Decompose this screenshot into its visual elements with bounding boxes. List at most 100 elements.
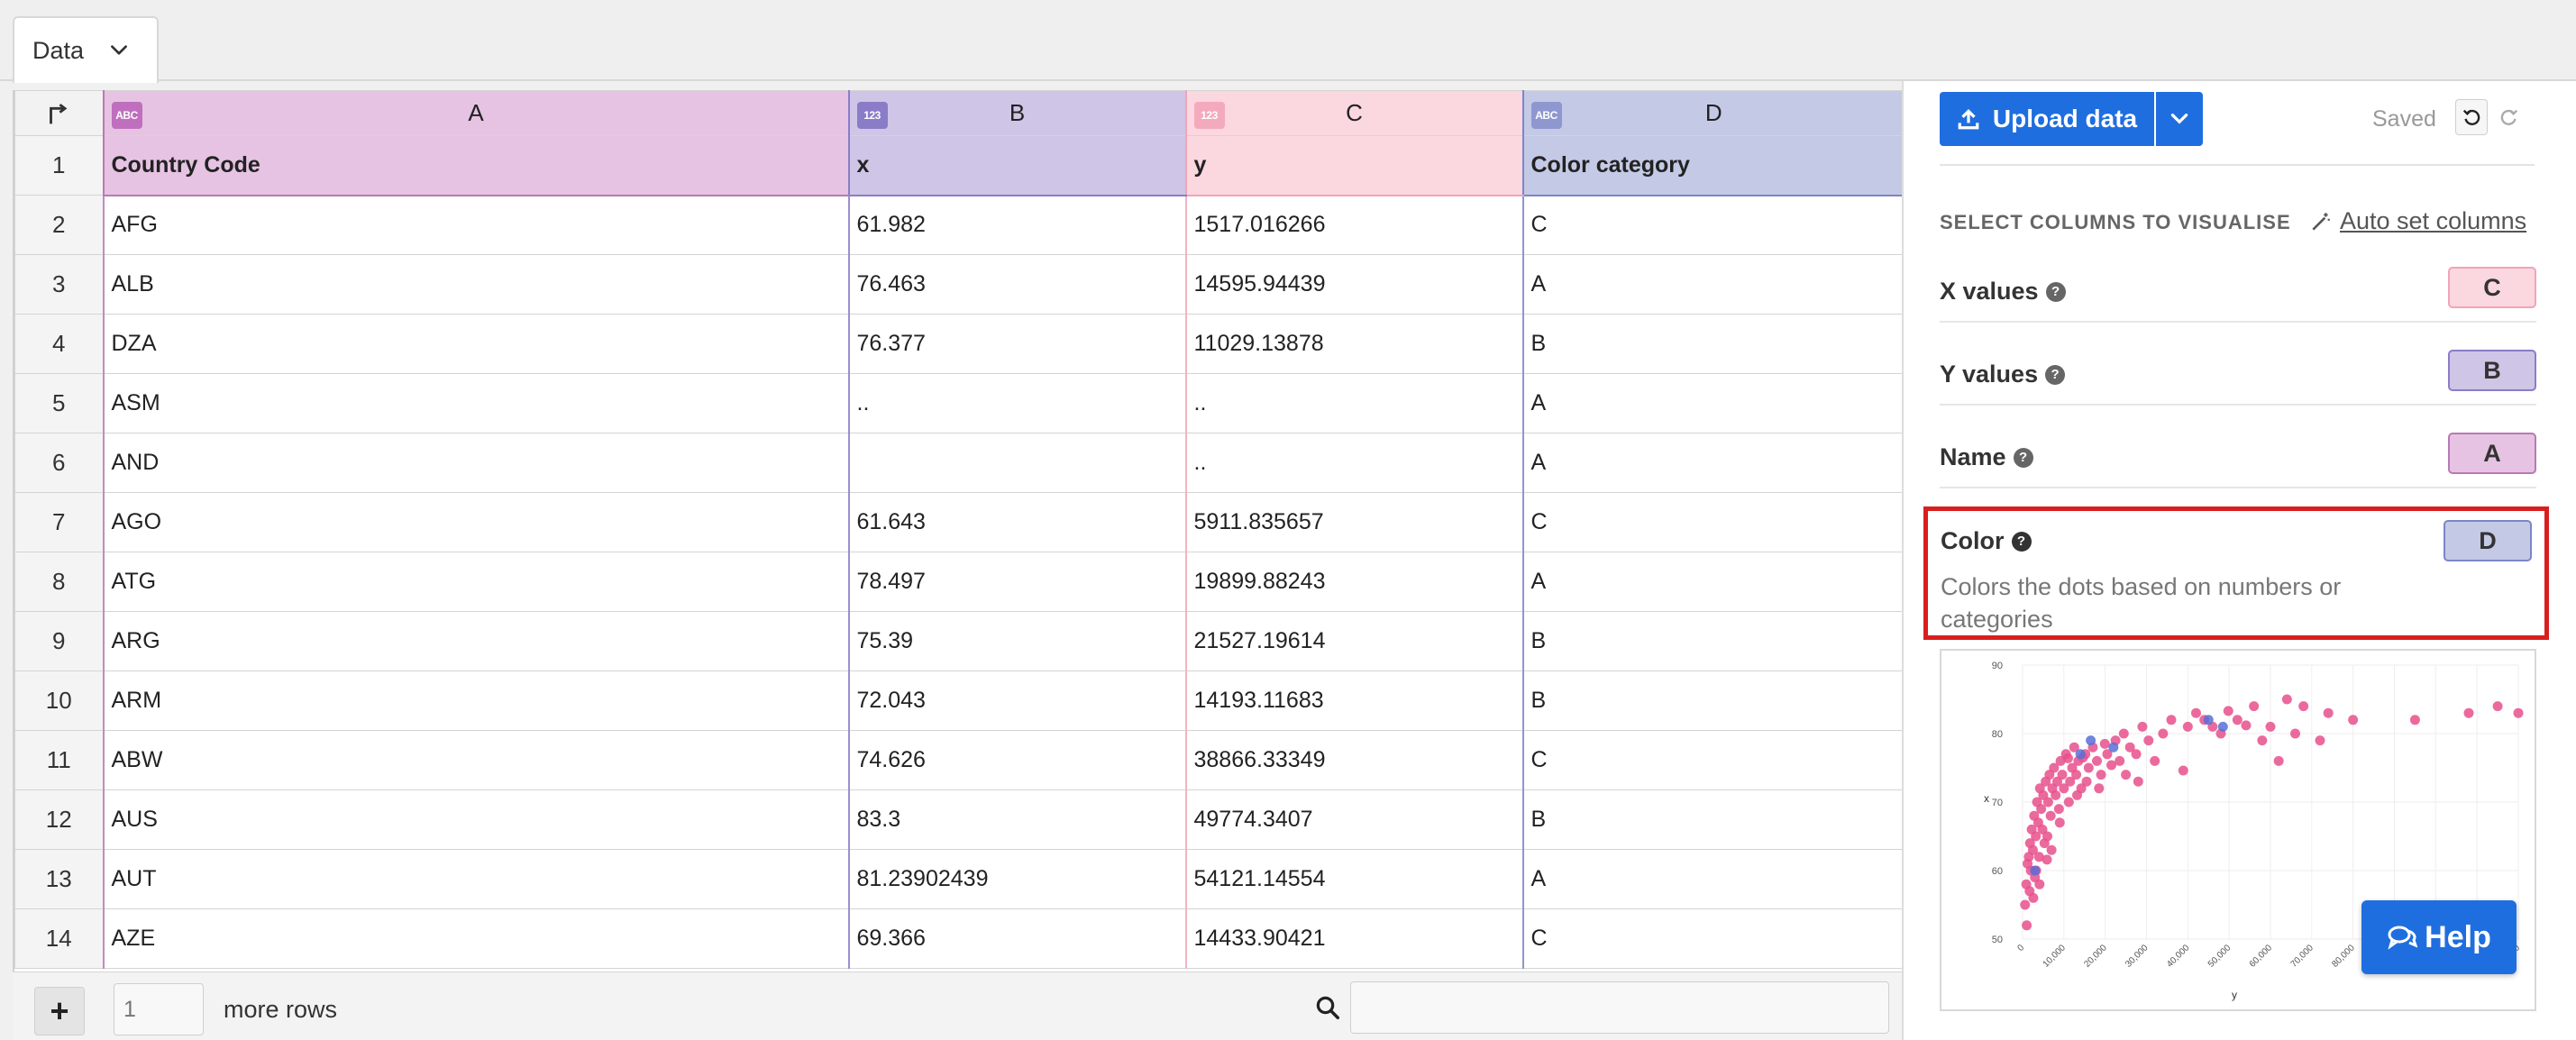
help-icon[interactable]: ? <box>2011 531 2032 552</box>
cell-c[interactable]: 14193.11683 <box>1184 671 1523 731</box>
column-letter-row: ABC A 123 B 123 C ABC D <box>14 90 1902 136</box>
data-point <box>2298 701 2309 712</box>
data-point <box>2150 755 2160 766</box>
auto-set-columns-link[interactable]: Auto set columns <box>2309 207 2526 235</box>
cell-d[interactable]: A <box>1521 849 1902 909</box>
cell-b[interactable]: 76.377 <box>847 314 1186 374</box>
header-cell-b[interactable]: x <box>847 135 1186 196</box>
cell-b[interactable]: 78.497 <box>847 552 1186 612</box>
cell-c[interactable]: 54121.14554 <box>1184 849 1523 909</box>
magic-wand-icon <box>2312 212 2330 231</box>
color-column-select[interactable]: D <box>2444 520 2532 561</box>
rows-count-input[interactable] <box>114 983 204 1035</box>
cell-d[interactable]: A <box>1521 373 1902 433</box>
cell-b[interactable]: 75.39 <box>847 611 1186 671</box>
cell-a[interactable]: AUS <box>102 789 849 850</box>
row-number: 2 <box>14 195 104 255</box>
cell-a[interactable]: AGO <box>102 492 849 552</box>
cell-a[interactable]: ARM <box>102 671 849 731</box>
cell-d[interactable]: B <box>1521 671 1902 731</box>
upload-data-button[interactable]: Upload data <box>1940 92 2154 146</box>
data-point <box>2022 920 2032 931</box>
cell-c[interactable]: 1517.016266 <box>1184 195 1523 255</box>
cell-c[interactable]: 5911.835657 <box>1184 492 1523 552</box>
row-number: 4 <box>14 314 104 374</box>
data-point <box>2045 810 2056 821</box>
help-icon[interactable]: ? <box>2013 447 2033 468</box>
cell-b[interactable] <box>847 433 1186 493</box>
grid-footer: + more rows <box>13 972 1902 1040</box>
cell-c[interactable]: 11029.13878 <box>1184 314 1523 374</box>
cell-b[interactable]: 83.3 <box>847 789 1186 850</box>
cell-a[interactable]: AUT <box>102 849 849 909</box>
cell-a[interactable]: AZE <box>102 908 849 969</box>
cell-b[interactable]: 74.626 <box>847 730 1186 790</box>
column-letter-c[interactable]: 123 C <box>1184 90 1523 136</box>
cell-a[interactable]: ALB <box>102 254 849 315</box>
cell-b[interactable]: 81.23902439 <box>847 849 1186 909</box>
cell-c[interactable]: .. <box>1184 433 1523 493</box>
help-icon[interactable]: ? <box>2045 364 2066 385</box>
column-letter-d[interactable]: ABC D <box>1521 90 1902 136</box>
header-cell-a[interactable]: Country Code <box>102 135 849 196</box>
cell-d[interactable]: A <box>1521 254 1902 315</box>
cell-a[interactable]: DZA <box>102 314 849 374</box>
upload-options-button[interactable] <box>2156 92 2203 146</box>
cell-a[interactable]: ASM <box>102 373 849 433</box>
name-column-select[interactable]: A <box>2448 433 2536 474</box>
help-button[interactable]: Help <box>2361 900 2517 974</box>
column-letter-a[interactable]: ABC A <box>102 90 849 136</box>
y-values-option: Y values? B <box>1940 342 2536 406</box>
cell-a[interactable]: AND <box>102 433 849 493</box>
cell-d[interactable]: B <box>1521 789 1902 850</box>
cell-c[interactable]: 19899.88243 <box>1184 552 1523 612</box>
column-letter-b[interactable]: 123 B <box>847 90 1186 136</box>
cell-d[interactable]: C <box>1521 908 1902 969</box>
cell-c[interactable]: .. <box>1184 373 1523 433</box>
cell-b[interactable]: 72.043 <box>847 671 1186 731</box>
y-values-column-select[interactable]: B <box>2448 350 2536 391</box>
cell-a[interactable]: ABW <box>102 730 849 790</box>
cell-a[interactable]: ARG <box>102 611 849 671</box>
cell-d[interactable]: C <box>1521 730 1902 790</box>
cell-c[interactable]: 49774.3407 <box>1184 789 1523 850</box>
cell-d[interactable]: B <box>1521 314 1902 374</box>
cell-c[interactable]: 14433.90421 <box>1184 908 1523 969</box>
cell-d[interactable]: C <box>1521 492 1902 552</box>
data-point <box>2137 721 2148 732</box>
data-point <box>2042 854 2052 865</box>
header-cell-d[interactable]: Color category <box>1521 135 1902 196</box>
data-point <box>2158 728 2169 739</box>
cell-c[interactable]: 21527.19614 <box>1184 611 1523 671</box>
upload-icon <box>1958 109 1979 130</box>
cell-c[interactable]: 14595.94439 <box>1184 254 1523 315</box>
data-point <box>2046 844 2057 855</box>
cell-b[interactable]: 76.463 <box>847 254 1186 315</box>
header-cell-c[interactable]: y <box>1184 135 1523 196</box>
help-icon[interactable]: ? <box>2045 281 2066 302</box>
cell-d[interactable]: A <box>1521 552 1902 612</box>
add-rows-button[interactable]: + <box>34 987 85 1035</box>
tab-data[interactable]: Data <box>13 16 159 83</box>
undo-button[interactable] <box>2455 99 2488 135</box>
cell-b[interactable]: .. <box>847 373 1186 433</box>
cell-b[interactable]: 61.643 <box>847 492 1186 552</box>
cell-d[interactable]: B <box>1521 611 1902 671</box>
cell-d[interactable]: A <box>1521 433 1902 493</box>
cell-a[interactable]: AFG <box>102 195 849 255</box>
data-point <box>2166 715 2177 725</box>
column-letter-label: C <box>1346 99 1363 126</box>
cell-b[interactable]: 61.982 <box>847 195 1186 255</box>
x-values-column-select[interactable]: C <box>2448 267 2536 308</box>
transpose-button[interactable] <box>14 90 104 136</box>
search-input[interactable] <box>1350 981 1889 1034</box>
data-point <box>2191 707 2201 718</box>
transpose-icon <box>50 103 68 123</box>
cell-c[interactable]: 38866.33349 <box>1184 730 1523 790</box>
cell-b[interactable]: 69.366 <box>847 908 1186 969</box>
cell-d[interactable]: C <box>1521 195 1902 255</box>
x-tick-label: 30,000 <box>2124 943 2151 970</box>
cell-a[interactable]: ATG <box>102 552 849 612</box>
table-row: 5 ASM.... A <box>14 373 1902 433</box>
redo-button[interactable] <box>2493 99 2526 135</box>
